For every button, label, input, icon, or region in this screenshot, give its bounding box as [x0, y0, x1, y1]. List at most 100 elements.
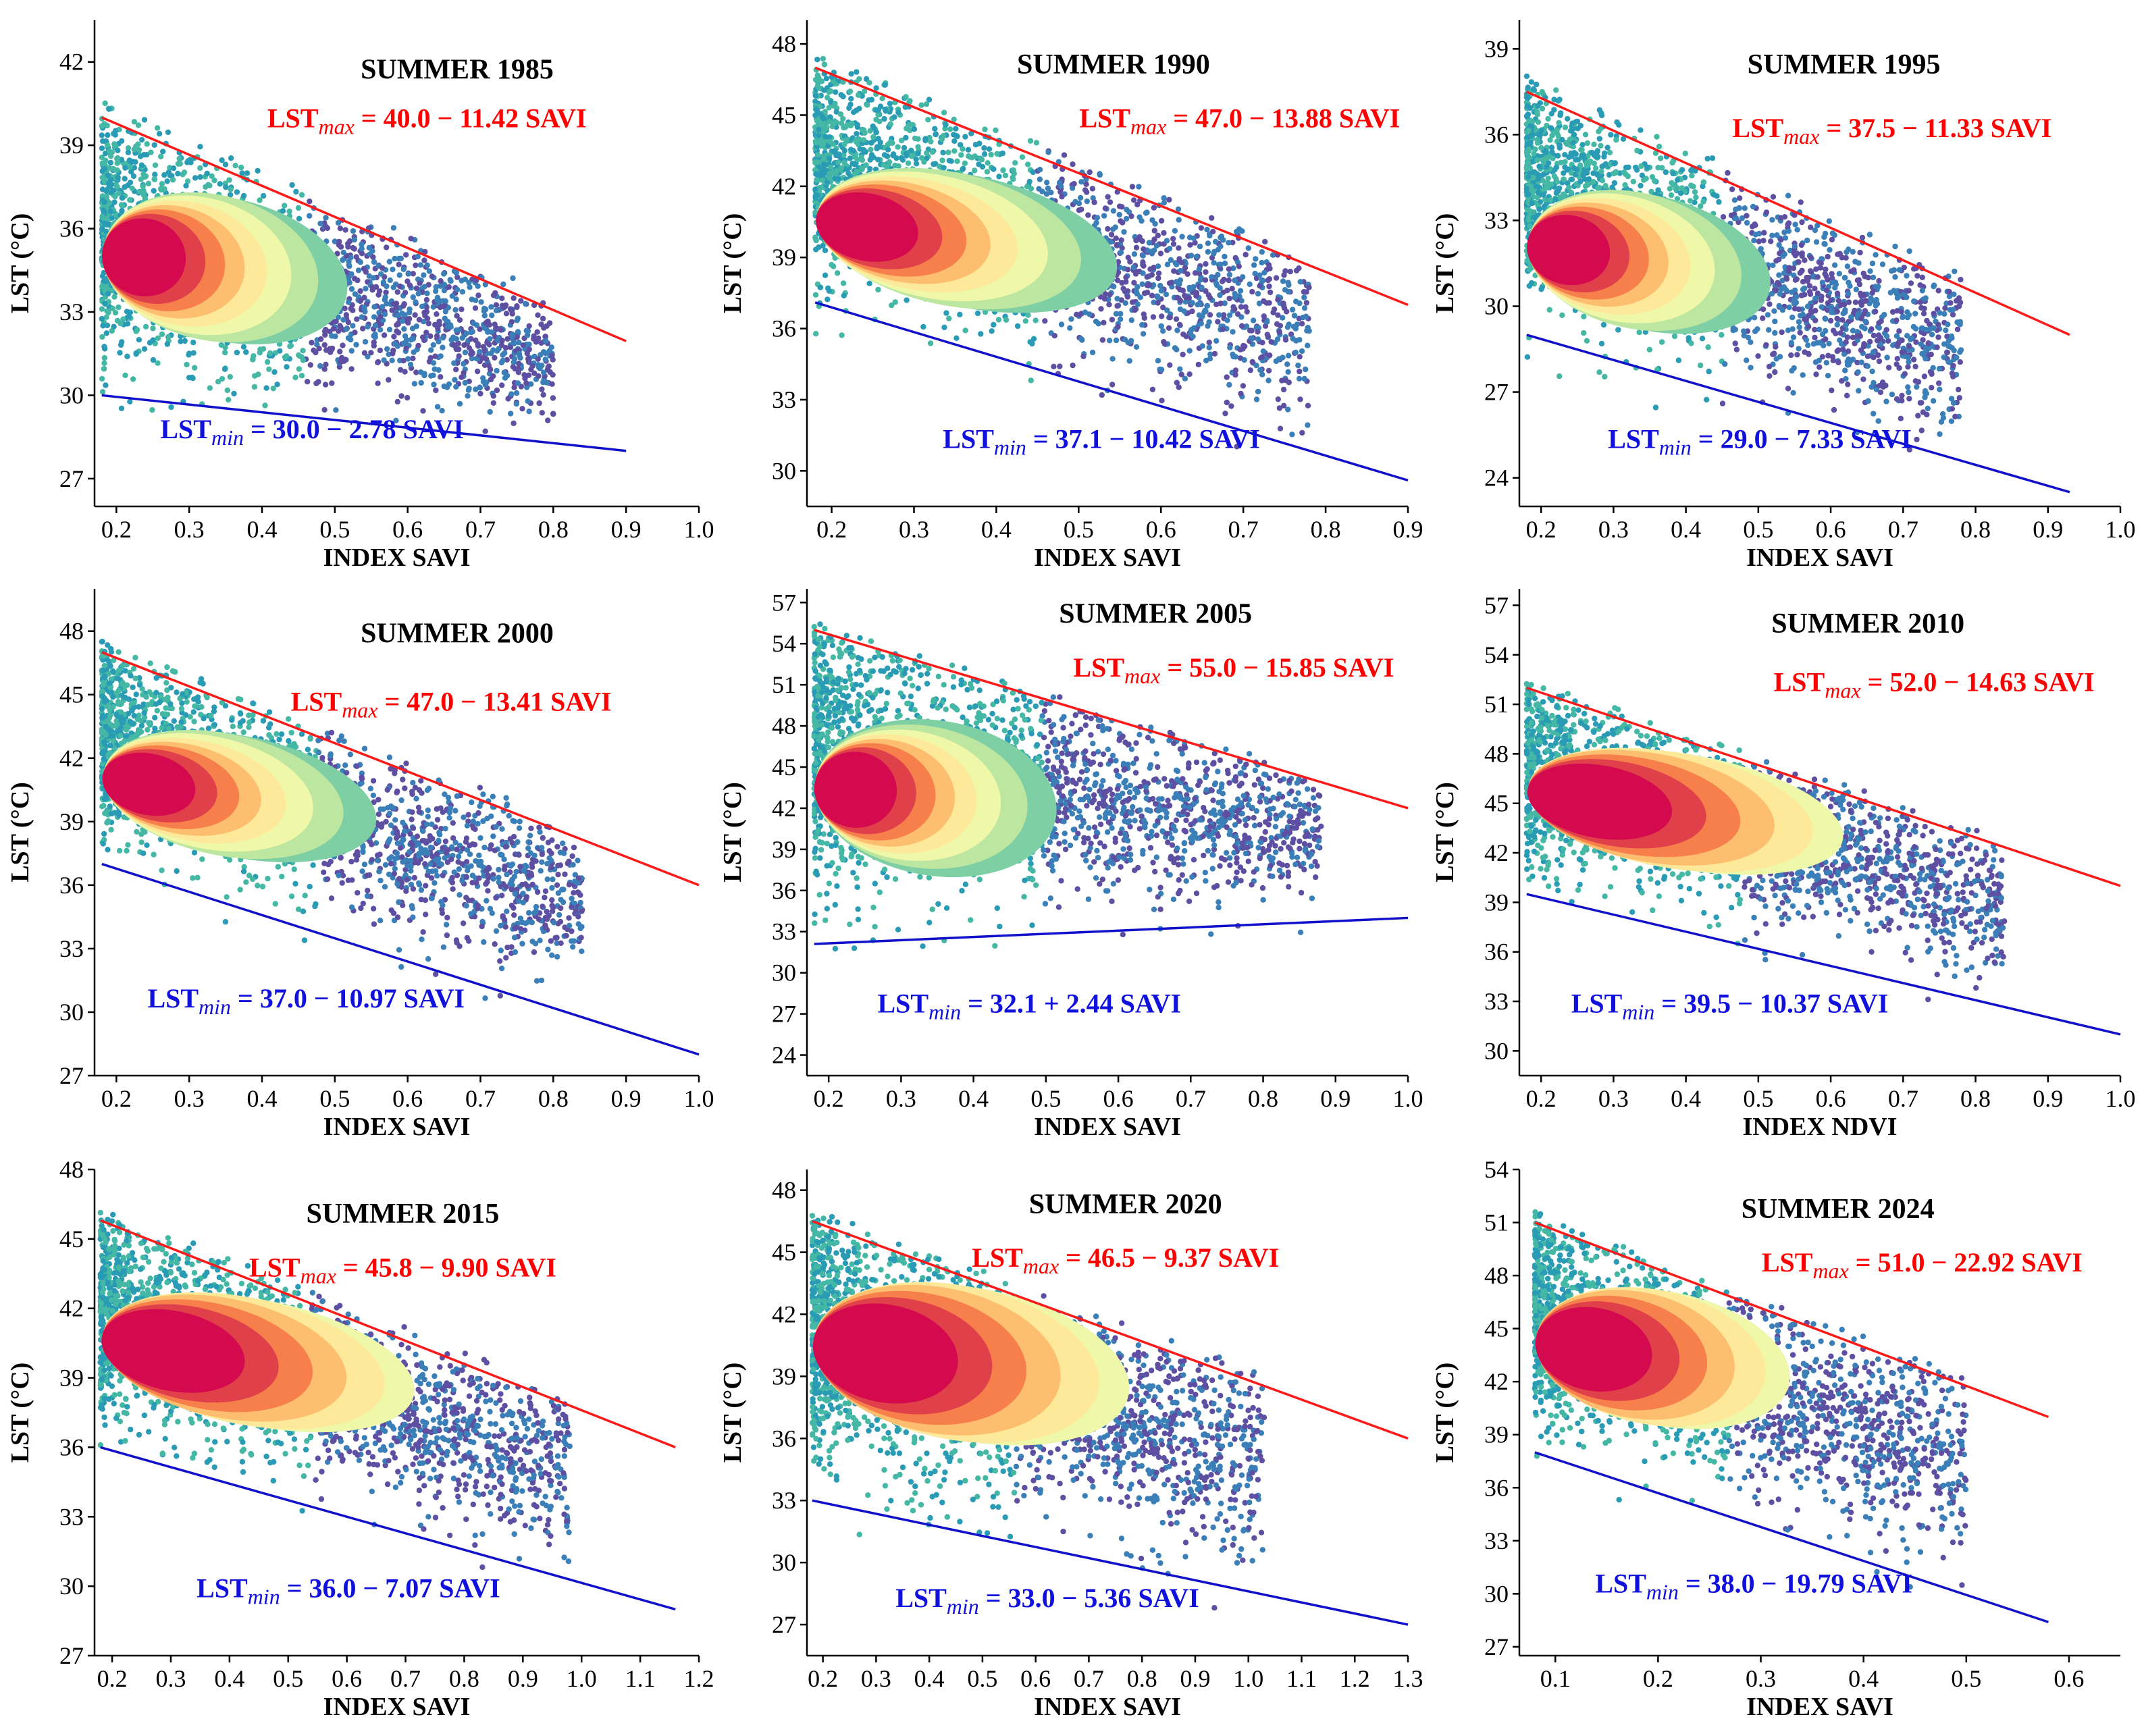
- scatter-point: [452, 377, 458, 383]
- scatter-point: [1140, 270, 1146, 276]
- scatter-point: [415, 342, 421, 349]
- scatter-point: [529, 363, 535, 369]
- scatter-point: [1132, 271, 1139, 277]
- scatter-point: [1227, 344, 1233, 350]
- scatter-point: [438, 374, 444, 380]
- scatter-point: [391, 334, 397, 340]
- scatter-point: [1069, 185, 1076, 191]
- scatter-point: [183, 182, 189, 189]
- scatter-point: [1226, 382, 1232, 388]
- scatter-point: [814, 56, 820, 63]
- scatter-point: [514, 304, 520, 311]
- scatter-point: [321, 366, 328, 372]
- scatter-point: [413, 299, 419, 305]
- scatter-point: [99, 315, 105, 322]
- scatter-point: [505, 396, 511, 402]
- scatter-point: [523, 300, 529, 307]
- scatter-point: [903, 134, 909, 141]
- scatter-point: [508, 319, 515, 325]
- scatter-point: [1140, 331, 1147, 337]
- x-tick-label: 0.9: [1393, 516, 1423, 543]
- scatter-point: [931, 161, 937, 167]
- scatter-point: [1275, 312, 1281, 318]
- scatter-point: [535, 312, 541, 318]
- scatter-point: [1213, 338, 1220, 344]
- scatter-point: [350, 323, 356, 329]
- scatter-point: [461, 342, 467, 348]
- scatter-point: [240, 344, 247, 350]
- scatter-point: [1297, 354, 1303, 360]
- scatter-point: [477, 348, 483, 355]
- chart-panel-3: 0.2 0.3 0.4 0.5 0.6 0.7 0.8 0.9 1.0242730333639I…: [1431, 20, 2136, 572]
- scatter-point: [494, 348, 500, 354]
- scatter-point: [453, 384, 459, 390]
- x-axis-label: INDEX SAVI: [1034, 544, 1181, 572]
- scatter-point: [215, 379, 221, 385]
- scatter-point: [1070, 161, 1076, 167]
- scatter-point: [101, 366, 107, 372]
- scatter-point: [951, 116, 957, 123]
- scatter-point: [453, 367, 459, 373]
- scatter-point: [204, 170, 210, 177]
- scatter-point: [1182, 298, 1189, 305]
- scatter-point: [459, 335, 465, 341]
- scatter-point: [895, 109, 901, 115]
- scatter-point: [507, 306, 514, 312]
- scatter-point: [1151, 264, 1157, 271]
- scatter-point: [430, 372, 436, 378]
- scatter-point: [893, 155, 899, 161]
- scatter-point: [1859, 234, 1866, 241]
- scatter-point: [526, 341, 532, 348]
- scatter-point: [509, 332, 516, 338]
- scatter-point: [535, 356, 541, 362]
- scatter-point: [1159, 313, 1165, 319]
- scatter-point: [386, 326, 393, 333]
- scatter-point: [293, 188, 299, 195]
- scatter-point: [549, 381, 555, 387]
- scatter-point: [425, 282, 432, 288]
- scatter-points: [1523, 73, 1964, 453]
- density-layer: [816, 192, 918, 262]
- scatter-point: [1305, 402, 1311, 409]
- chart-panel-2: 0.2 0.3 0.4 0.5 0.6 0.7 0.8 0.930333639424548IN…: [718, 20, 1423, 572]
- scatter-point: [473, 297, 479, 303]
- scatter-point: [1141, 246, 1147, 253]
- scatter-point: [359, 241, 365, 248]
- scatter-point: [1114, 189, 1120, 195]
- scatter-point: [498, 342, 505, 348]
- scatter-point: [219, 157, 225, 163]
- scatter-point: [393, 417, 399, 423]
- scatter-point: [375, 380, 381, 386]
- x-tick-label: 0.8: [538, 516, 569, 543]
- scatter-point: [468, 336, 474, 342]
- scatter-point: [1155, 293, 1161, 299]
- scatter-point: [473, 386, 479, 392]
- scatter-point: [501, 369, 507, 375]
- scatter-point: [115, 156, 121, 162]
- scatter-point: [832, 255, 838, 261]
- scatter-point: [1105, 226, 1111, 232]
- scatter-point: [821, 61, 828, 68]
- scatter-point: [918, 102, 924, 108]
- scatter-point: [426, 268, 433, 274]
- scatter-point: [1293, 267, 1300, 273]
- scatter-point: [1024, 184, 1030, 190]
- scatter-point: [342, 305, 348, 311]
- scatter-point: [535, 373, 542, 379]
- scatter-point: [267, 350, 273, 357]
- scatter-point: [1277, 425, 1284, 431]
- scatter-point: [1099, 337, 1106, 343]
- scatter-point: [525, 398, 531, 404]
- scatter-point: [1303, 289, 1309, 295]
- scatter-point: [923, 101, 930, 107]
- scatter-point: [115, 190, 122, 196]
- scatter-point: [1151, 236, 1157, 242]
- scatter-point: [826, 105, 832, 111]
- scatter-point: [881, 115, 887, 122]
- scatter-point: [1178, 267, 1184, 274]
- scatter-point: [1230, 240, 1236, 246]
- scatter-point: [1211, 260, 1217, 266]
- scatter-point: [1048, 189, 1054, 196]
- scatter-point: [515, 369, 522, 375]
- scatter-point: [343, 326, 350, 332]
